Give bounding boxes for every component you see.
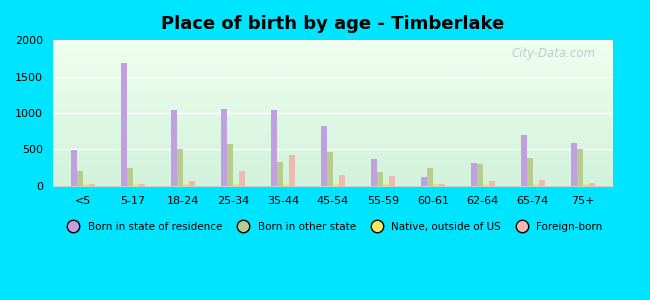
Bar — [533, 184, 539, 186]
Bar — [321, 126, 327, 186]
Bar — [433, 184, 439, 186]
Bar — [483, 184, 489, 186]
Bar — [177, 149, 183, 186]
Bar — [421, 177, 427, 186]
Bar — [439, 184, 445, 186]
Bar — [277, 162, 283, 186]
Bar — [333, 184, 339, 186]
Bar — [327, 152, 333, 186]
Bar — [289, 155, 295, 186]
Bar — [339, 175, 345, 186]
Bar — [389, 176, 395, 186]
Bar — [89, 184, 95, 186]
Bar — [239, 170, 245, 186]
Bar — [521, 135, 527, 186]
Bar — [233, 184, 239, 186]
Bar — [571, 143, 577, 186]
Text: City-Data.com: City-Data.com — [512, 47, 596, 60]
Title: Place of birth by age - Timberlake: Place of birth by age - Timberlake — [161, 15, 504, 33]
Bar — [589, 183, 595, 186]
Bar — [133, 184, 139, 186]
Bar — [139, 184, 145, 186]
Bar — [539, 180, 545, 186]
Bar — [121, 63, 127, 186]
Bar — [227, 144, 233, 186]
Legend: Born in state of residence, Born in other state, Native, outside of US, Foreign-: Born in state of residence, Born in othe… — [58, 218, 607, 236]
Bar — [371, 159, 377, 186]
Bar — [527, 158, 533, 186]
Bar — [427, 168, 433, 186]
Bar — [383, 184, 389, 186]
Bar — [221, 109, 227, 186]
Bar — [183, 184, 189, 186]
Bar — [171, 110, 177, 186]
Bar — [583, 184, 589, 186]
Bar — [577, 149, 583, 186]
Bar — [477, 164, 483, 186]
Bar — [83, 184, 89, 186]
Bar — [283, 184, 289, 186]
Bar — [471, 163, 477, 186]
Bar — [77, 171, 83, 186]
Bar — [127, 168, 133, 186]
Bar — [71, 150, 77, 186]
Bar — [189, 181, 195, 186]
Bar — [271, 110, 277, 186]
Bar — [377, 172, 383, 186]
Bar — [489, 181, 495, 186]
